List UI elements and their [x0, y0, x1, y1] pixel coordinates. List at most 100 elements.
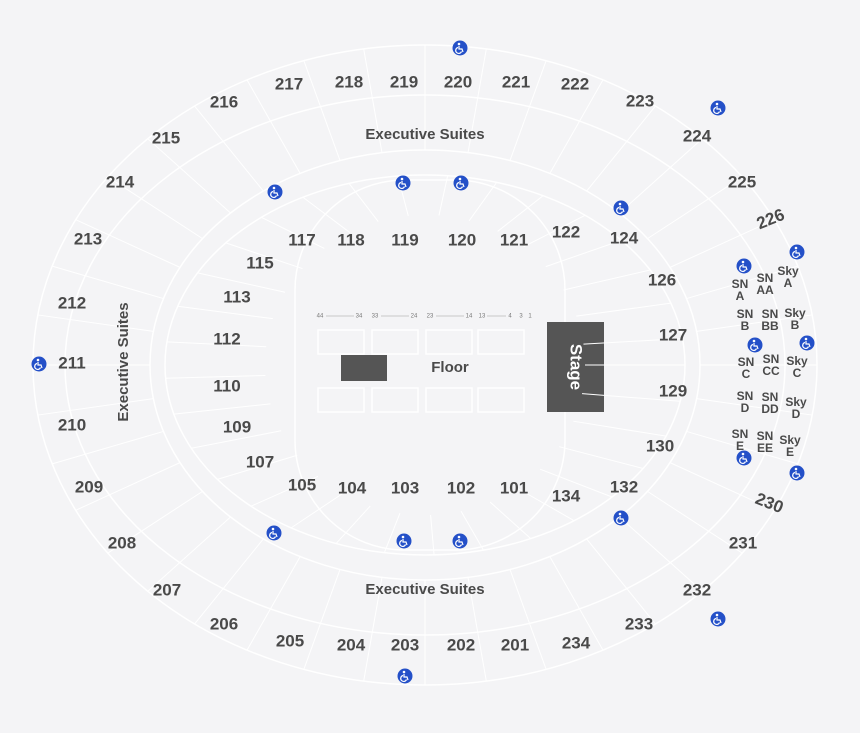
- section-divider: [191, 430, 282, 449]
- section-divider: [335, 505, 371, 544]
- floor-row-number: 24: [411, 314, 418, 320]
- accessible-icon: [31, 356, 47, 372]
- icon-head: [752, 339, 756, 343]
- section-divider: [303, 60, 341, 161]
- section-divider: [686, 430, 798, 465]
- icon-head: [272, 186, 276, 190]
- section-divider: [302, 196, 351, 233]
- accessible-icon: [396, 533, 412, 549]
- icon-figure: [455, 539, 464, 547]
- section-divider: [586, 105, 656, 192]
- section-label: 134: [552, 486, 581, 505]
- icon-head: [804, 337, 808, 341]
- icon-figure: [792, 250, 801, 258]
- section-label: 122: [552, 222, 580, 241]
- section-divider: [194, 538, 264, 625]
- section-divider: [669, 462, 775, 511]
- box-label: SN: [737, 307, 754, 321]
- icon-head: [402, 670, 406, 674]
- section-divider: [696, 314, 813, 332]
- section-divider: [509, 60, 547, 161]
- box-label: D: [741, 401, 750, 415]
- section-divider: [52, 265, 164, 300]
- section-label: 213: [74, 229, 102, 248]
- section-label: 124: [610, 228, 639, 247]
- icon-figure: [616, 516, 625, 524]
- accessible-icon: [452, 40, 468, 56]
- section-label: 204: [337, 635, 366, 654]
- section-label: 222: [561, 74, 589, 93]
- section-divider: [696, 398, 813, 416]
- floor-block: [371, 387, 419, 413]
- icon-head: [457, 535, 461, 539]
- section-divider: [497, 195, 544, 232]
- section-label: 208: [108, 533, 136, 552]
- section-label: 120: [448, 230, 476, 249]
- section-label: 212: [58, 293, 86, 312]
- box-label: SN: [732, 427, 749, 441]
- section-label: 129: [659, 381, 687, 400]
- box-label: Sky: [784, 306, 806, 320]
- accessible-icon: [267, 184, 283, 200]
- section-divider: [563, 269, 651, 291]
- accessible-icon: [799, 335, 815, 351]
- section-label: 201: [501, 635, 529, 654]
- section-label: 209: [75, 477, 103, 496]
- icon-figure: [456, 181, 465, 189]
- section-divider: [430, 514, 435, 555]
- icon-figure: [739, 456, 748, 464]
- accessible-icon: [736, 450, 752, 466]
- section-label: 206: [210, 614, 238, 633]
- section-divider: [75, 462, 181, 511]
- box-label: E: [786, 445, 794, 459]
- section-label: 219: [390, 72, 418, 91]
- section-divider: [467, 48, 487, 153]
- floor-row-number: 4: [508, 314, 512, 320]
- section-divider: [261, 216, 325, 249]
- accessible-icon: [747, 337, 763, 353]
- section-divider: [647, 490, 743, 554]
- section-divider: [166, 341, 267, 348]
- icon-head: [618, 202, 622, 206]
- section-divider: [576, 302, 671, 317]
- section-label: 203: [391, 635, 419, 654]
- box-label: C: [793, 366, 802, 380]
- icon-head: [400, 177, 404, 181]
- box-label: Sky: [786, 354, 808, 368]
- section-label: 223: [626, 91, 654, 110]
- accessible-icon: [613, 200, 629, 216]
- box-label: EE: [757, 441, 773, 455]
- section-divider: [545, 239, 622, 268]
- section-divider: [363, 48, 383, 153]
- box-label: SN: [757, 271, 774, 285]
- section-label: 202: [447, 635, 475, 654]
- section-divider: [52, 430, 164, 465]
- accessible-icon: [266, 525, 282, 541]
- section-label: 220: [444, 72, 472, 91]
- icon-figure: [400, 674, 409, 682]
- accessible-icon: [789, 244, 805, 260]
- section-label: 112: [213, 329, 240, 348]
- section-label: 117: [288, 230, 315, 249]
- floor-block: [425, 329, 473, 355]
- section-label: 215: [152, 128, 180, 147]
- section-divider: [37, 314, 154, 332]
- box-label: SN: [763, 352, 780, 366]
- section-divider: [194, 105, 264, 192]
- section-divider: [107, 176, 203, 240]
- section-label: 217: [275, 74, 303, 93]
- section-divider: [197, 272, 286, 293]
- icon-head: [271, 527, 275, 531]
- section-divider: [686, 265, 798, 300]
- executive-suites-label: Executive Suites: [365, 126, 484, 143]
- section-divider: [438, 175, 449, 216]
- section-label: 224: [683, 126, 712, 145]
- icon-head: [618, 512, 622, 516]
- section-label: 225: [728, 172, 756, 191]
- box-label: DD: [761, 402, 779, 416]
- floor-block: [477, 387, 525, 413]
- icon-figure: [270, 190, 279, 198]
- icon-head: [715, 102, 719, 106]
- section-divider: [669, 219, 775, 268]
